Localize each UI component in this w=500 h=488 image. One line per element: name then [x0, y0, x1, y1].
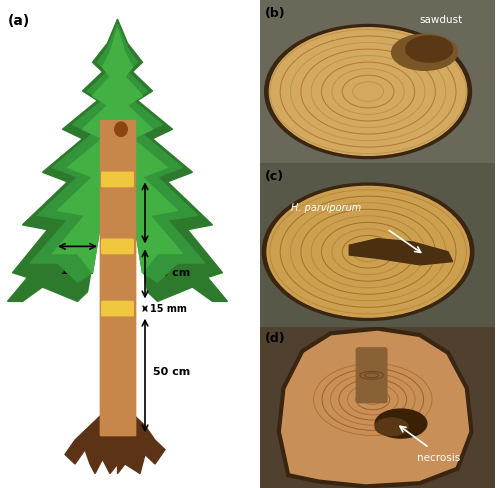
Text: 50 cm: 50 cm [152, 367, 190, 377]
Text: (b): (b) [264, 6, 285, 20]
Text: necrosis: necrosis [417, 452, 460, 463]
Text: H. parviporum: H. parviporum [290, 203, 361, 213]
Ellipse shape [270, 28, 467, 155]
Bar [100, 120, 135, 435]
Polygon shape [52, 29, 182, 273]
Ellipse shape [262, 183, 474, 321]
Text: (c): (c) [264, 170, 284, 183]
Ellipse shape [264, 24, 472, 159]
Polygon shape [8, 19, 228, 302]
Text: 15 mm: 15 mm [150, 304, 187, 314]
Polygon shape [65, 416, 165, 473]
Ellipse shape [375, 418, 408, 436]
FancyBboxPatch shape [356, 348, 387, 403]
Ellipse shape [392, 34, 458, 70]
Text: (d): (d) [264, 332, 285, 345]
Ellipse shape [267, 186, 469, 317]
Text: 12 cm: 12 cm [61, 265, 94, 276]
Bar [100, 120, 135, 435]
Polygon shape [30, 24, 205, 282]
FancyBboxPatch shape [102, 302, 133, 316]
Polygon shape [279, 328, 471, 487]
Ellipse shape [375, 409, 427, 438]
Text: (a): (a) [8, 15, 30, 28]
FancyBboxPatch shape [102, 172, 133, 186]
Text: sawdust: sawdust [420, 15, 463, 24]
Text: 50 cm: 50 cm [152, 268, 190, 278]
Ellipse shape [406, 36, 452, 62]
Ellipse shape [115, 122, 127, 136]
Polygon shape [350, 239, 453, 265]
FancyBboxPatch shape [102, 239, 133, 254]
Text: 50 cm: 50 cm [152, 208, 190, 218]
